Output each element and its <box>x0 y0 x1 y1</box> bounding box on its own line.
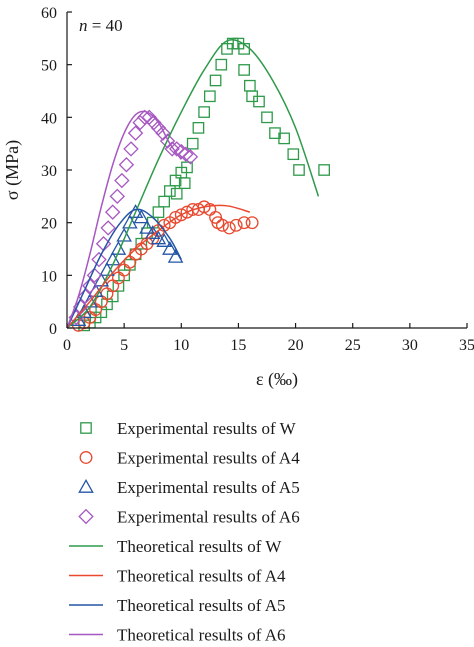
experimental-results-of-a4-point <box>237 216 251 230</box>
theoretical-results-of-a6-line <box>66 110 182 329</box>
experimental-results-of-a5-point <box>139 219 155 234</box>
experimental-results-of-w-point <box>152 206 165 218</box>
experimental-results-of-w-point <box>204 90 216 103</box>
experimental-results-of-a4-point <box>169 210 183 224</box>
y-tick-label: 0 <box>49 321 57 338</box>
experimental-results-of-w-point <box>178 177 191 190</box>
experimental-results-of-w-point <box>253 95 265 108</box>
experimental-results-of-w-point <box>170 187 183 200</box>
annotation-n-value: = 40 <box>88 16 123 35</box>
experimental-results-of-a6-point <box>178 146 194 162</box>
experimental-results-of-a4-point <box>245 216 259 230</box>
legend-label-theoretical-results-of-a5: Theoretical results of A5 <box>117 596 286 615</box>
legend-label-theoretical-results-of-w: Theoretical results of W <box>117 537 282 556</box>
legend-label-experimental-results-of-a4: Experimental results of A4 <box>117 449 300 468</box>
experimental-results-of-w-point <box>287 148 300 161</box>
experimental-results-of-w-point <box>209 74 222 87</box>
y-tick-label: 10 <box>41 268 57 285</box>
experimental-results-of-a6-point <box>127 125 144 141</box>
x-tick-label: 5 <box>120 337 128 354</box>
experimental-results-of-a4-point <box>174 208 188 222</box>
experimental-results-of-w-point <box>261 111 273 124</box>
experimental-results-of-w-point <box>318 164 330 176</box>
experimental-results-of-w-point <box>192 122 205 134</box>
experimental-results-of-w-point <box>238 64 250 76</box>
plot-area <box>66 37 330 332</box>
experimental-results-of-a5-point <box>122 214 138 229</box>
x-tick-label: 20 <box>288 337 304 354</box>
legend-label-theoretical-results-of-a4: Theoretical results of A4 <box>117 567 286 586</box>
experimental-results-of-a6-point <box>91 251 107 268</box>
y-axis-label: σ (MPa) <box>2 140 23 200</box>
y-tick-label: 50 <box>41 58 57 75</box>
x-tick-label: 10 <box>173 337 189 354</box>
experimental-results-of-w-point <box>293 164 305 176</box>
axes: 0 5 10 15 20 25 30 35 0 10 20 30 40 50 60 <box>41 5 474 354</box>
legend-marker-experimental-results-of-w <box>80 422 92 434</box>
experimental-results-of-a5-point <box>162 240 178 255</box>
experimental-results-of-a5-point <box>156 233 172 247</box>
experimental-results-of-a5-point <box>133 209 150 224</box>
legend-label-theoretical-results-of-a6: Theoretical results of A6 <box>117 626 286 645</box>
experimental-results-of-a6-point <box>182 149 199 165</box>
experimental-results-of-a4-point <box>229 218 243 232</box>
y-tick-label: 40 <box>41 110 57 127</box>
experimental-results-of-a6-point <box>77 288 94 305</box>
legend-label-experimental-results-of-a6: Experimental results of A6 <box>117 508 300 527</box>
experimental-results-of-a4-point <box>222 221 236 235</box>
y-tick-label: 30 <box>41 163 57 180</box>
x-tick-label: 15 <box>230 337 246 354</box>
experimental-results-of-a5-point <box>110 240 127 255</box>
theoretical-results-of-a4-line <box>66 204 251 329</box>
x-tick-label: 30 <box>402 337 418 354</box>
x-axis-label: ε (‰) <box>256 369 298 390</box>
legend-marker-experimental-results-of-a5 <box>78 478 94 493</box>
legend-marker-experimental-results-of-a4 <box>79 451 93 464</box>
experimental-results-of-a4-point <box>215 218 229 232</box>
x-tick-label: 25 <box>345 337 361 354</box>
experimental-results-of-a6-point <box>136 109 153 126</box>
y-tick-label: 20 <box>41 216 57 233</box>
experimental-results-of-a6-point <box>104 204 121 220</box>
experimental-results-of-a6-point <box>109 188 126 205</box>
x-tick-label: 35 <box>459 337 474 354</box>
theoretical-results-of-w-line <box>66 39 320 329</box>
y-tick-label: 60 <box>41 5 57 22</box>
experimental-results-of-w-point <box>244 79 256 92</box>
annotation-n: n = 40 <box>79 16 123 35</box>
x-tick-label: 0 <box>63 337 71 354</box>
experimental-results-of-a6-point <box>114 172 130 189</box>
legend: Experimental results of W Experimental re… <box>69 419 300 645</box>
experimental-results-of-w-point <box>198 106 210 118</box>
legend-label-experimental-results-of-w: Experimental results of W <box>117 419 297 438</box>
theoretical-results-of-a5-line <box>66 208 182 329</box>
experimental-results-of-a6-point <box>118 157 135 173</box>
experimental-results-of-a6-point <box>82 278 98 294</box>
experimental-results-of-a6-point <box>159 133 176 149</box>
experimental-results-of-w-point <box>186 137 199 150</box>
experimental-results-of-a5-point <box>116 227 132 242</box>
experimental-results-of-w-point <box>181 161 193 174</box>
legend-marker-experimental-results-of-a6 <box>78 508 94 525</box>
experimental-results-of-a6-point <box>123 141 139 157</box>
experimental-results-of-a6-point <box>155 125 171 141</box>
experimental-results-of-w-point <box>164 185 176 197</box>
experimental-results-of-w-point <box>215 58 228 71</box>
legend-label-experimental-results-of-a5: Experimental results of A5 <box>117 478 300 497</box>
experimental-results-of-a6-point <box>86 267 103 284</box>
annotation-n-symbol: n <box>79 16 88 35</box>
experimental-results-of-a4-point <box>197 200 211 214</box>
experimental-results-of-w-point <box>158 195 170 208</box>
experimental-results-of-a6-point <box>100 220 116 236</box>
experimental-results-of-w-point <box>278 132 290 145</box>
experimental-results-of-a6-point <box>164 141 180 157</box>
